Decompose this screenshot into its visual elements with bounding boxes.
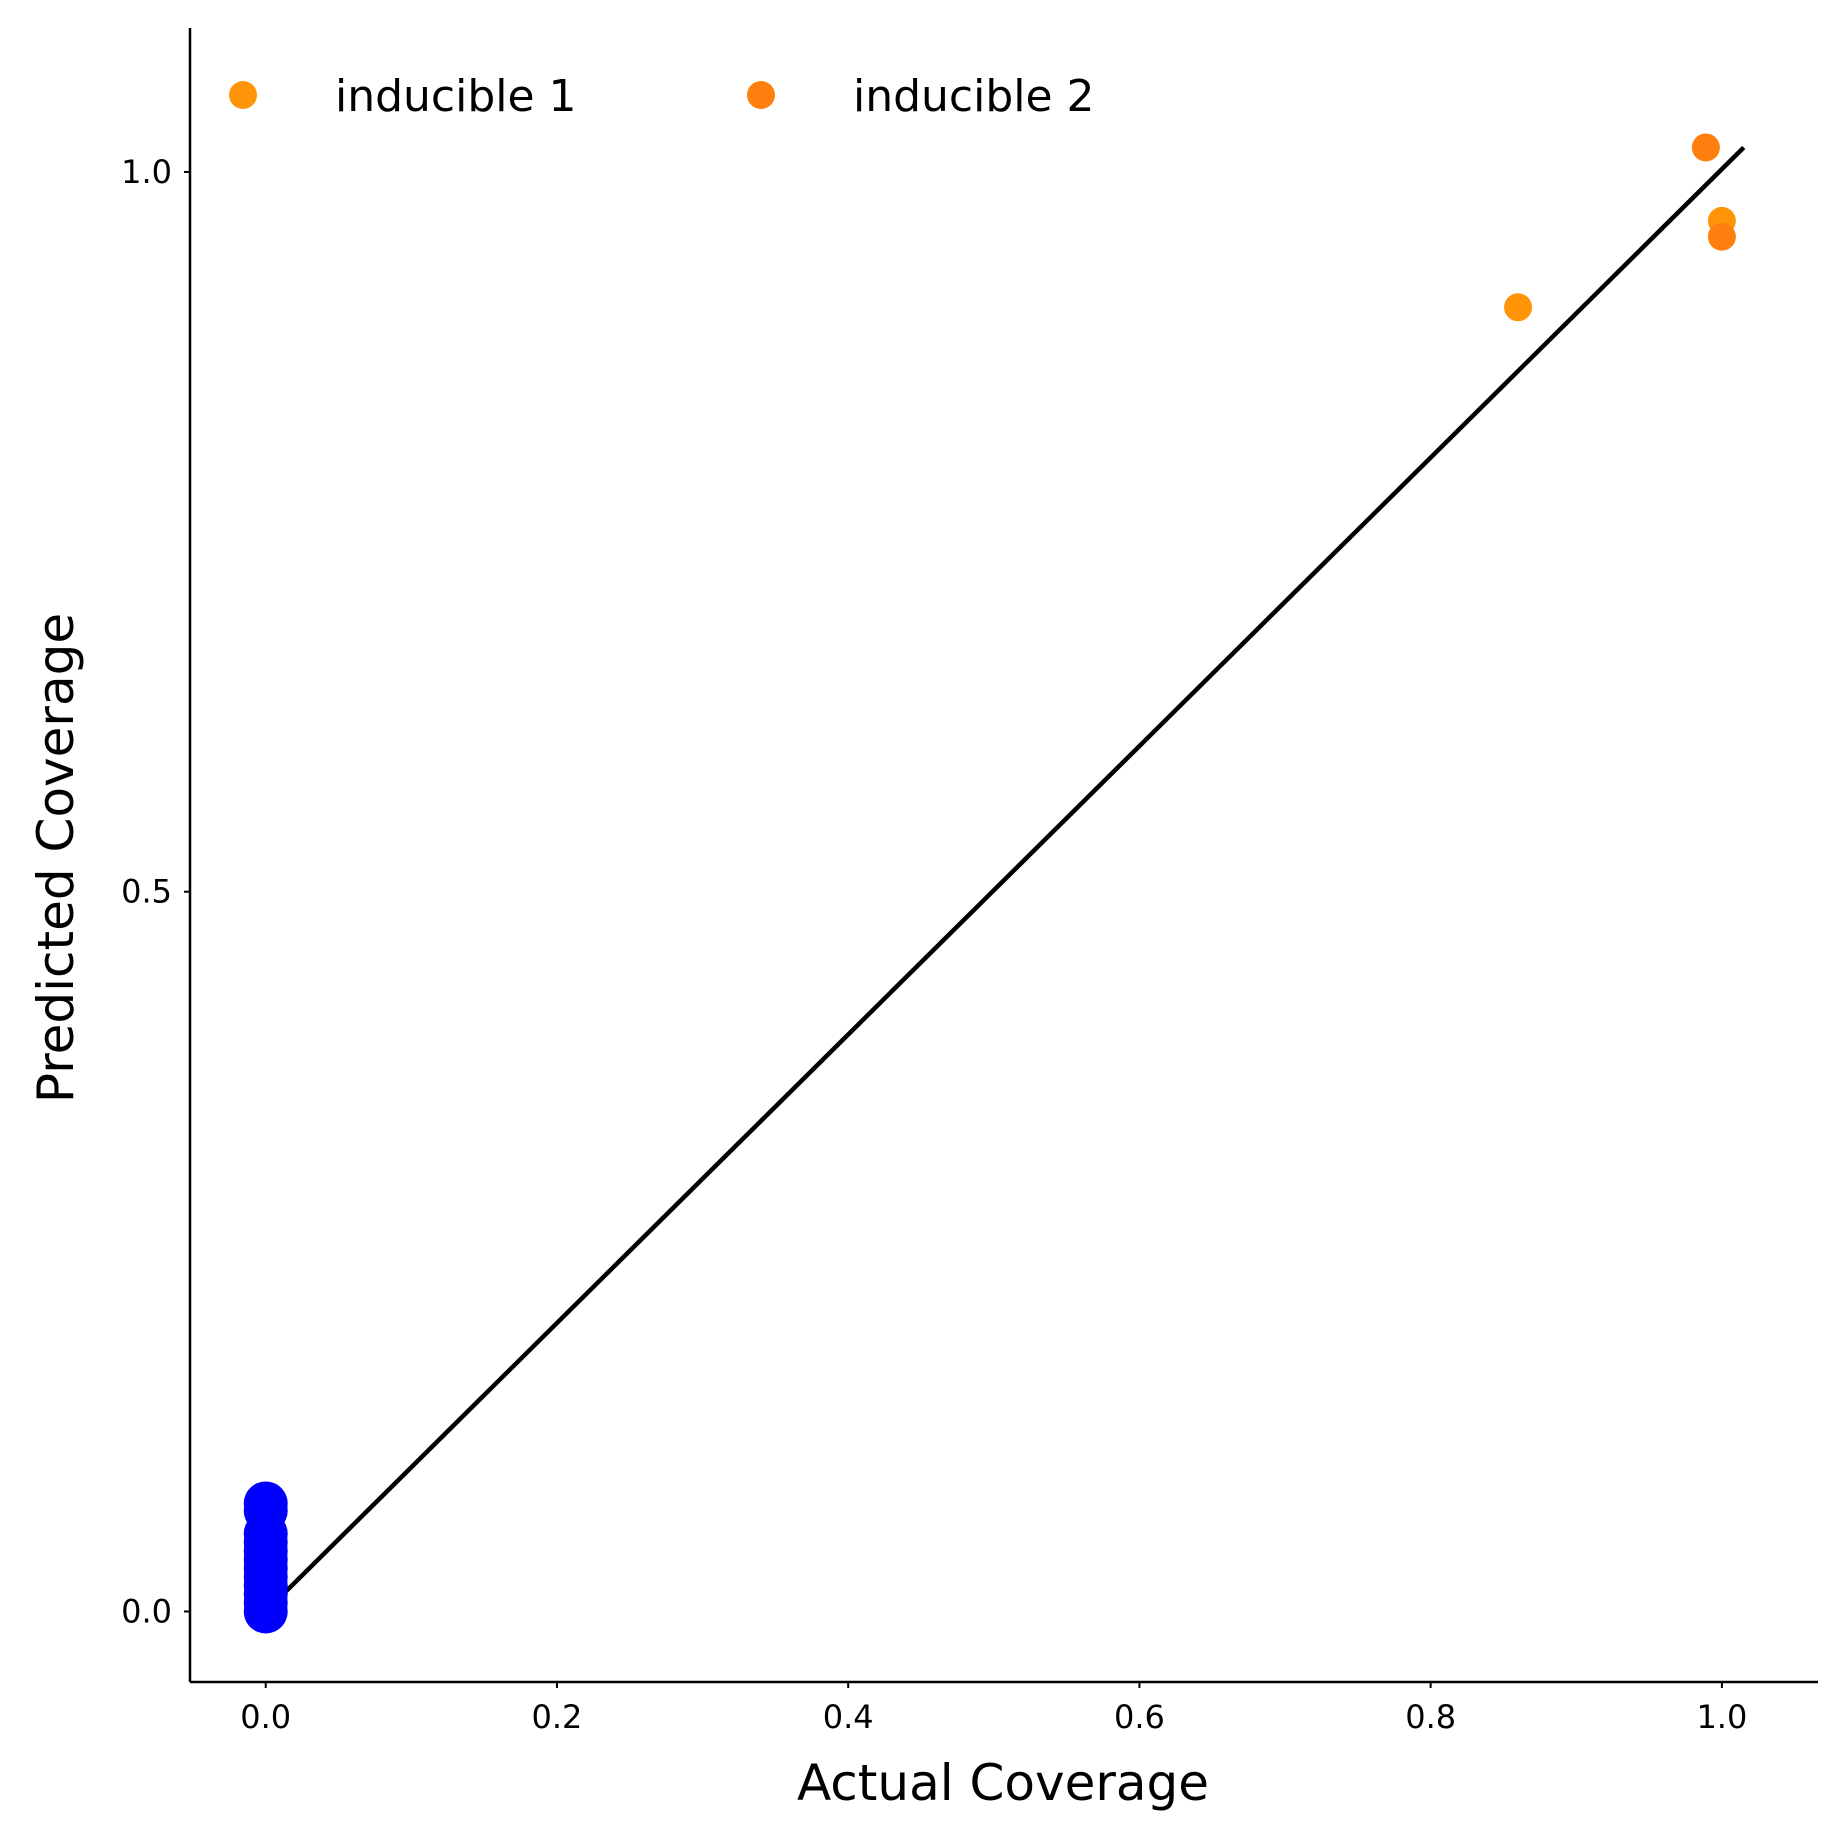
x-tick-label: 0.8 xyxy=(1405,1698,1456,1736)
x-tick-label: 0.0 xyxy=(240,1698,291,1736)
data-point-inducible-1-0 xyxy=(1504,293,1533,322)
x-tick-label: 0.4 xyxy=(823,1698,874,1736)
data-point-series-2-11 xyxy=(243,1481,288,1526)
legend-label-inducible-2: inducible 2 xyxy=(853,71,1095,122)
legend: inducible 1 inducible 2 xyxy=(229,71,1095,122)
y-axis-label: Predicted Coverage xyxy=(27,613,85,1103)
y-tick-label: 0.5 xyxy=(121,873,172,911)
identity-line xyxy=(264,145,1746,1614)
data-point-inducible-2-0 xyxy=(1691,133,1720,162)
y-tick-labels: 0.0 0.5 1.0 xyxy=(121,153,190,1630)
legend-marker-inducible-2 xyxy=(747,81,775,109)
x-tick-labels: 0.0 0.2 0.4 0.6 0.8 1.0 xyxy=(240,1682,1747,1736)
x-axis-label: Actual Coverage xyxy=(797,1754,1209,1812)
x-tick-label: 0.2 xyxy=(532,1698,583,1736)
y-tick-label: 1.0 xyxy=(121,153,172,191)
plot-area xyxy=(243,133,1746,1634)
y-tick-label: 0.0 xyxy=(121,1592,172,1630)
x-tick-label: 1.0 xyxy=(1696,1698,1747,1736)
legend-marker-inducible-1 xyxy=(229,81,257,109)
legend-label-inducible-1: inducible 1 xyxy=(335,71,577,122)
data-point-inducible-2-1 xyxy=(1707,222,1736,251)
x-tick-label: 0.6 xyxy=(1114,1698,1165,1736)
